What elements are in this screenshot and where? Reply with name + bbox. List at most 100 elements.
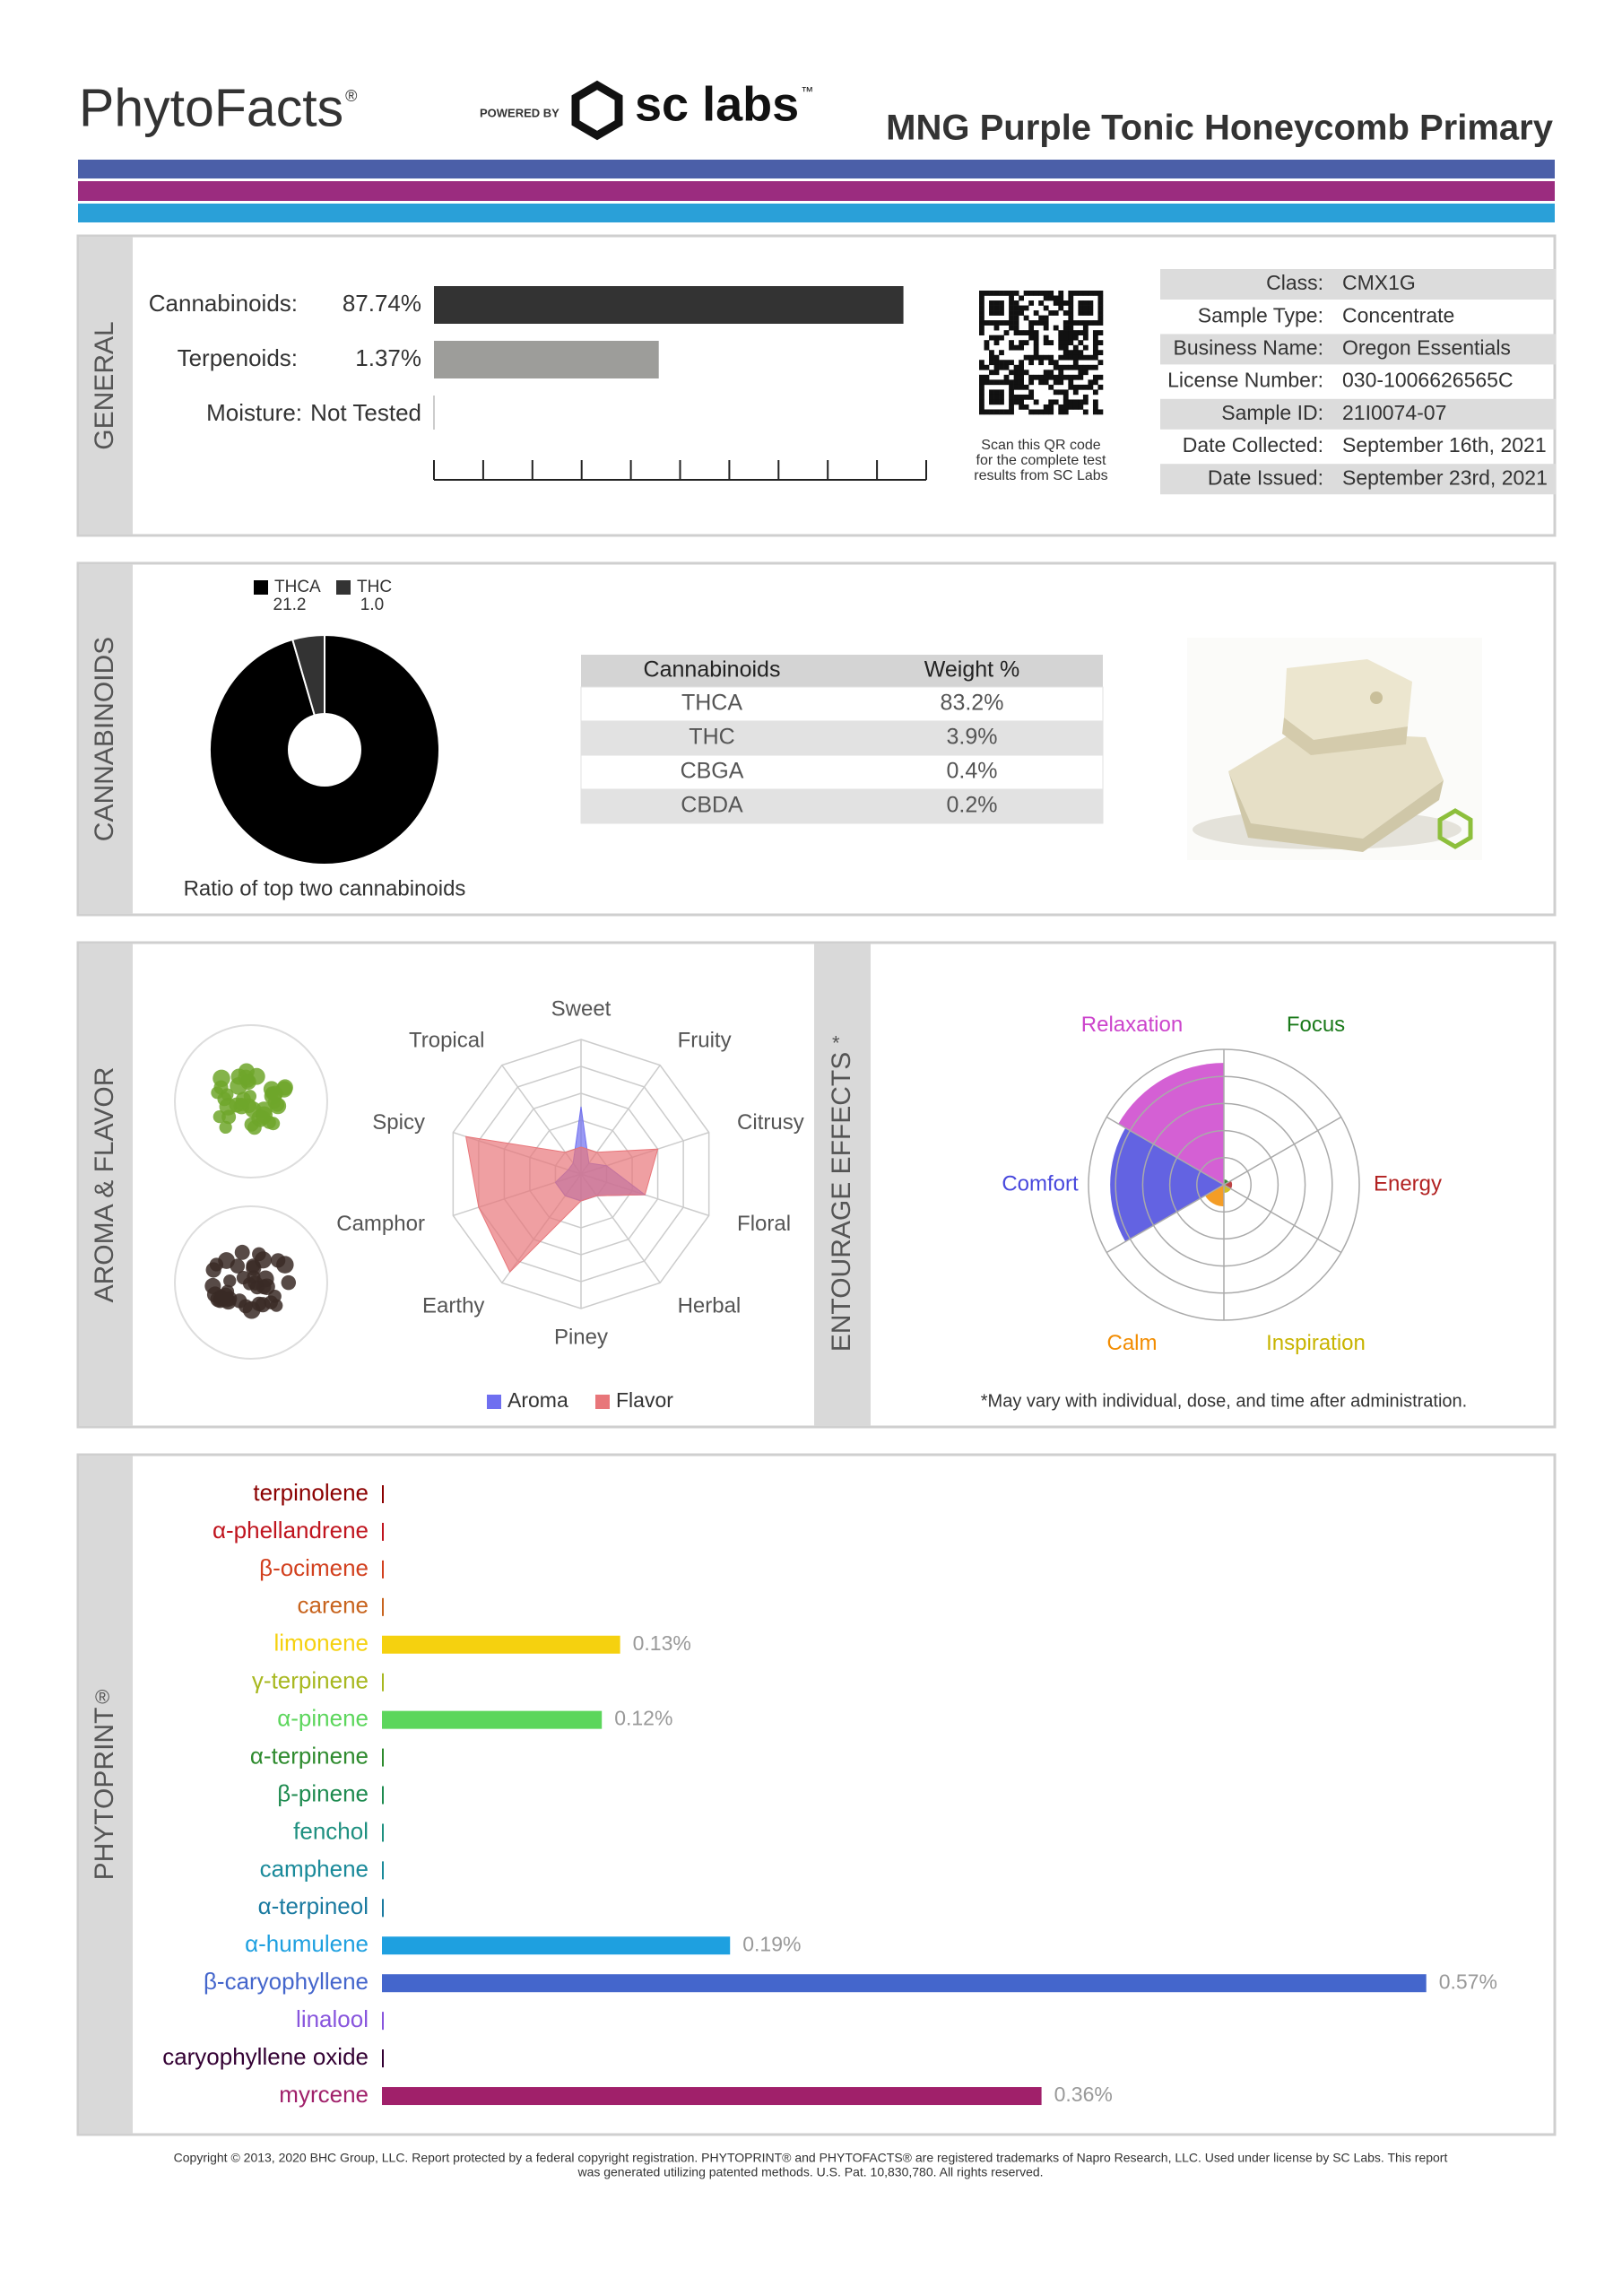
qr-module: [1082, 310, 1089, 316]
qr-module: [1072, 399, 1079, 405]
table-header-bg: [581, 655, 1103, 687]
qr-module: [1013, 300, 1019, 306]
qr-module: [999, 394, 1004, 400]
terpene-label: limonene: [273, 1630, 369, 1657]
qr-module: [979, 364, 984, 370]
polar-spoke: [1106, 1184, 1225, 1254]
qr-module: [1048, 399, 1054, 405]
product-photo: [1187, 638, 1482, 860]
side-strip: [79, 944, 133, 1426]
qr-module: [1097, 300, 1104, 306]
qr-module: [1072, 364, 1079, 370]
qr-module: [1063, 320, 1069, 326]
qr-module: [1009, 310, 1014, 316]
effect-label: Comfort: [1002, 1171, 1079, 1196]
qr-module: [1063, 344, 1069, 351]
partner-mark: ™: [801, 84, 813, 99]
polar-spoke: [1223, 1184, 1342, 1254]
aroma-icon-dot: [256, 1270, 274, 1288]
qr-module: [1048, 384, 1054, 390]
aroma-icon-dot: [256, 1101, 273, 1118]
qr-module: [1058, 379, 1064, 386]
qr-module: [1013, 305, 1019, 311]
qr-module: [1009, 315, 1014, 321]
qr-module: [1097, 350, 1104, 356]
qr-module: [1078, 350, 1084, 356]
qr-module: [1043, 291, 1049, 296]
moisture-label: Moisture:: [206, 399, 302, 426]
table-cell: THC: [689, 725, 734, 750]
qr-module: [1003, 374, 1010, 380]
qr-note: results from SC Labs: [974, 468, 1107, 483]
qr-module: [1028, 409, 1035, 415]
terpene-bar: [382, 1861, 384, 1880]
qr-module: [1053, 325, 1059, 331]
qr-module: [1058, 370, 1064, 376]
qr-module: [1048, 360, 1054, 366]
qr-module: [993, 379, 1000, 386]
aroma-icon-dot: [234, 1244, 250, 1260]
qr-module: [1092, 354, 1098, 361]
qr-module: [1033, 399, 1039, 405]
qr-module: [1043, 320, 1049, 326]
legend-label: Flavor: [616, 1388, 673, 1412]
moisture-value: Not Tested: [310, 399, 421, 426]
info-row-bg: [1160, 269, 1556, 300]
bar-label: Terpenoids:: [178, 344, 298, 371]
terpene-label: β-caryophyllene: [204, 1968, 369, 1995]
radar-label: Tropical: [409, 1028, 484, 1052]
qr-module: [1033, 340, 1039, 346]
qr-module: [1053, 364, 1059, 370]
qr-module: [1078, 305, 1084, 311]
table-cell: 0.2%: [947, 793, 998, 818]
qr-module: [1082, 384, 1089, 390]
stripe: [78, 181, 1555, 201]
qr-module: [1053, 295, 1059, 301]
qr-module: [1038, 360, 1045, 366]
qr-module: [1009, 295, 1014, 301]
qr-module: [999, 389, 1004, 396]
qr-module: [1092, 404, 1098, 410]
terpene-label: fenchol: [293, 1817, 369, 1844]
legend-value: 21.2: [273, 596, 307, 614]
terpene-label: caryophyllene oxide: [162, 2043, 369, 2070]
bar: [434, 286, 904, 324]
effects-note: *May vary with individual, dose, and tim…: [981, 1391, 1467, 1411]
legend-value: 1.0: [360, 596, 384, 614]
qr-module: [1009, 325, 1014, 331]
qr-module: [1033, 409, 1039, 415]
radar-label: Herbal: [678, 1293, 742, 1318]
side-strip: [79, 564, 133, 914]
qr-module: [1097, 320, 1104, 326]
qr-module: [1043, 315, 1049, 321]
qr-module: [979, 291, 984, 296]
qr-module: [1088, 291, 1094, 296]
qr-module: [1053, 379, 1059, 386]
qr-module: [1082, 364, 1089, 370]
qr-module: [1092, 379, 1098, 386]
effect-wedge: [1110, 1127, 1224, 1242]
qr-module: [993, 300, 1000, 306]
qr-module: [1068, 320, 1074, 326]
qr-module: [1078, 374, 1084, 380]
qr-module: [1097, 340, 1104, 346]
qr-module: [1038, 320, 1045, 326]
aroma-icon-dot: [230, 1077, 247, 1095]
report-title: MNG Purple Tonic Honeycomb Primary: [886, 109, 1554, 148]
qr-module: [1068, 404, 1074, 410]
terpene-label: carene: [298, 1592, 369, 1619]
qr-module: [979, 399, 984, 405]
qr-module: [993, 409, 1000, 415]
qr-module: [1072, 374, 1079, 380]
radar-label: Camphor: [336, 1212, 425, 1236]
terpene-bar: [382, 1710, 603, 1729]
qr-module: [1053, 374, 1059, 380]
terpene-bar: [382, 1748, 384, 1767]
qr-module: [1068, 379, 1074, 386]
bar: [434, 341, 659, 378]
qr-module: [1063, 389, 1069, 396]
stripe: [78, 160, 1555, 178]
section-label: GENERAL: [90, 321, 119, 449]
bar-value: 1.37%: [355, 344, 421, 371]
qr-module: [1063, 300, 1069, 306]
